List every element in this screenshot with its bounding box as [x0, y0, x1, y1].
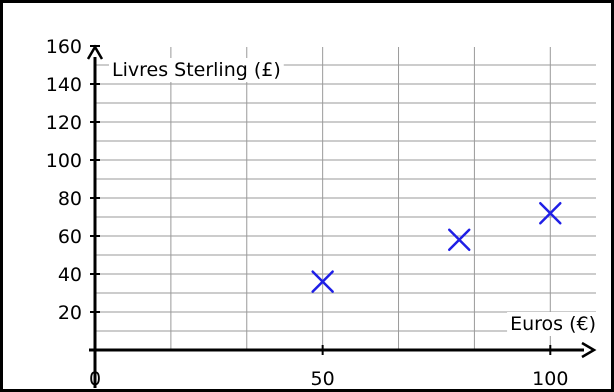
y-axis-label: Livres Sterling (£): [112, 59, 281, 81]
tick-labels: 05010015020020406080100120140160: [46, 36, 569, 390]
x-axis-label: Euros (€): [510, 313, 596, 335]
y-tick-label: 60: [58, 226, 82, 248]
x-tick-label: 50: [311, 368, 335, 390]
y-tick-label: 160: [46, 36, 82, 58]
y-tick-label: 120: [46, 112, 82, 134]
data-point-marker: [539, 201, 562, 225]
y-tick-label: 100: [46, 150, 82, 172]
x-tick-label: 0: [89, 368, 101, 390]
data-points: [311, 201, 562, 293]
y-tick-label: 80: [58, 188, 82, 210]
axes: [86, 44, 597, 388]
axis-label-background: [109, 58, 284, 82]
axis-label-background: [507, 312, 599, 336]
data-point-marker: [311, 270, 334, 293]
x-tick-label: 100: [532, 368, 568, 390]
y-tick-label: 140: [46, 74, 82, 96]
y-tick-label: 20: [58, 302, 82, 324]
x-axis-arrow: [581, 341, 597, 359]
y-tick-label: 40: [58, 264, 82, 286]
data-point-marker: [447, 228, 471, 252]
